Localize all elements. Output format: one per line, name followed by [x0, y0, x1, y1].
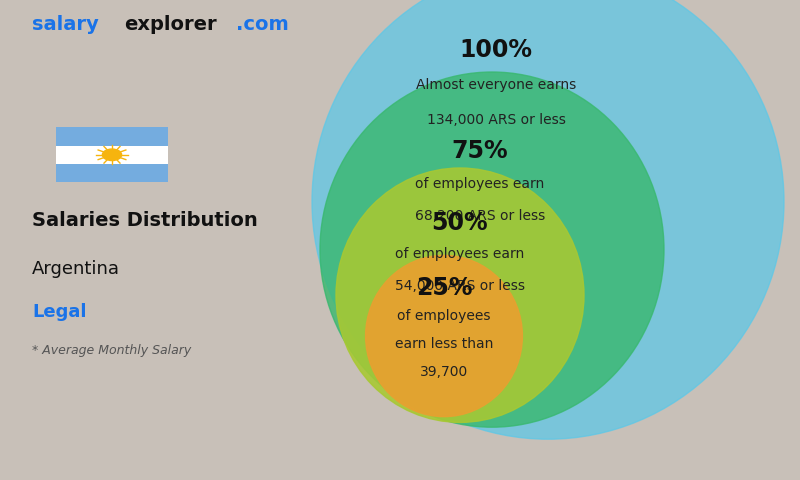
Text: salary: salary — [32, 15, 98, 35]
Ellipse shape — [320, 72, 664, 427]
Text: Salaries Distribution: Salaries Distribution — [32, 211, 258, 230]
Bar — [56, 145, 168, 164]
Ellipse shape — [366, 255, 522, 417]
Ellipse shape — [336, 168, 584, 422]
Text: of employees earn: of employees earn — [395, 247, 525, 262]
Text: 25%: 25% — [416, 276, 472, 300]
Text: 134,000 ARS or less: 134,000 ARS or less — [426, 112, 566, 127]
Text: * Average Monthly Salary: * Average Monthly Salary — [32, 344, 191, 357]
Ellipse shape — [312, 0, 784, 439]
Text: Legal: Legal — [32, 303, 86, 321]
Text: 39,700: 39,700 — [420, 364, 468, 379]
Text: 75%: 75% — [452, 139, 508, 163]
Text: 100%: 100% — [459, 38, 533, 62]
Text: 68,200 ARS or less: 68,200 ARS or less — [415, 209, 545, 224]
Text: 50%: 50% — [432, 211, 488, 235]
Text: earn less than: earn less than — [395, 336, 493, 351]
Text: Almost everyone earns: Almost everyone earns — [416, 78, 576, 92]
Bar — [56, 164, 168, 182]
Bar — [56, 127, 168, 145]
Text: .com: .com — [236, 15, 289, 35]
Circle shape — [102, 149, 122, 160]
Text: of employees earn: of employees earn — [415, 177, 545, 191]
Text: Argentina: Argentina — [32, 260, 120, 278]
Text: of employees: of employees — [398, 309, 490, 323]
Text: explorer: explorer — [124, 15, 217, 35]
Text: 54,000 ARS or less: 54,000 ARS or less — [395, 278, 525, 293]
